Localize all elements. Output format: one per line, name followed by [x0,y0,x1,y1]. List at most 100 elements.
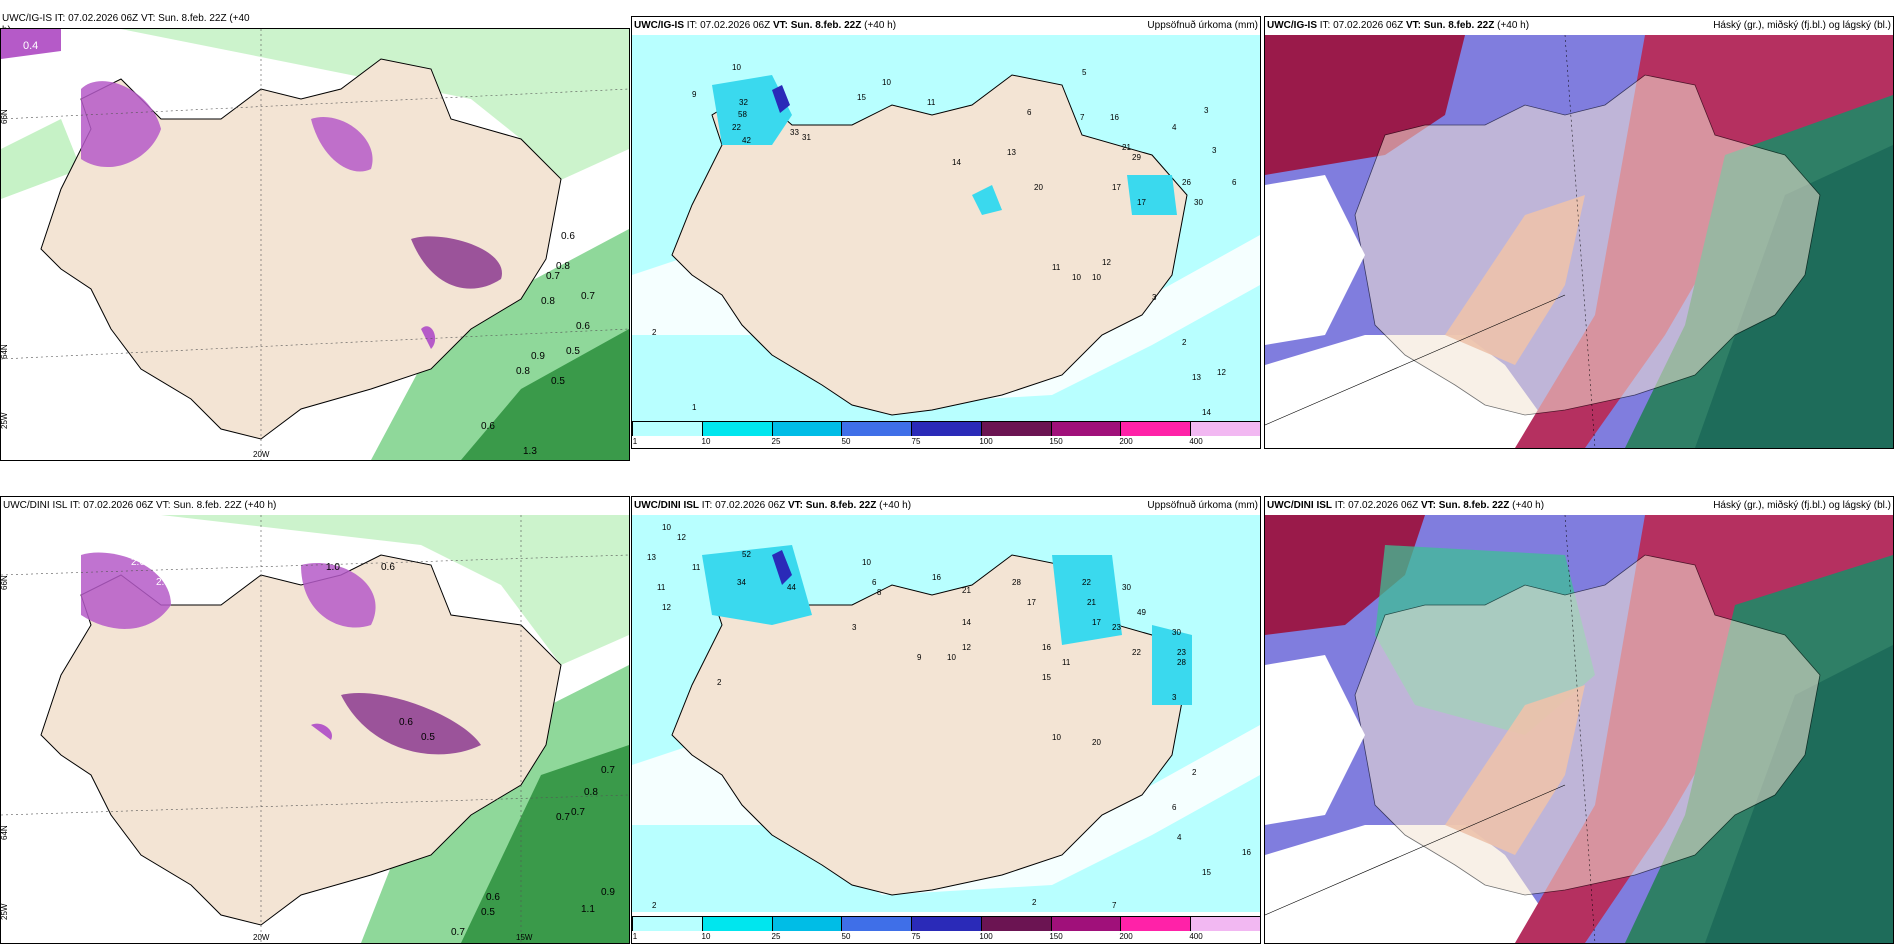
colorbar-tick: 100 [979,932,993,941]
snow-value: 0.7 [451,927,465,938]
colorbar-tick: 200 [1119,437,1133,446]
colorbar-tick: 75 [911,932,921,941]
precip-value: 14 [962,618,971,627]
colorbar-tick: 10 [701,932,711,941]
snow-value: 0.8 [541,296,555,307]
precip-value: 42 [742,136,751,145]
colorbar-segment [911,917,981,931]
precip-value: 10 [1092,273,1101,282]
init-time: 07.02.2026 06Z [700,20,771,31]
colorbar-segment [841,917,912,931]
precip-value: 16 [1110,113,1119,122]
colorbar-segment [1190,422,1261,436]
lead-time: (+40 h) [879,500,912,511]
precip-value: 2 [652,901,657,910]
precip-value: 20 [1092,738,1101,747]
cloud-panel-top: UWC/IG-IS IT: 07.02.2026 06Z VT: Sun. 8.… [1264,16,1894,449]
precip-value: 29 [1132,153,1141,162]
lead-time: (+40 h) [1512,500,1545,511]
snow-value: 0.8 [584,787,598,798]
init-time: 07.02.2026 06Z [1333,20,1404,31]
precip-value: 13 [647,553,656,562]
lon-label: 25W [1,412,9,429]
precip-value: 5 [1082,68,1087,77]
colorbar-segment [980,917,1051,931]
model-name: UWC/IG-IS [634,20,684,31]
precip-value: 17 [1092,618,1101,627]
precip-value: 58 [738,110,747,119]
snow-value: 0.7 [581,291,595,302]
precip-value: 17 [1027,598,1036,607]
precip-map-svg: 32 58 33 31 22 42 9 10 10 6 5 4 3 3 6 15… [632,35,1260,422]
precip-value: 3 [852,623,857,632]
precip-value: 30 [1194,198,1203,207]
precip-value: 49 [1137,608,1146,617]
colorbar-tick: 150 [1049,932,1063,941]
precip-value: 10 [1072,273,1081,282]
precip-map: 10 12 11 13 11 12 34 52 44 10 6 8 16 21 … [632,515,1260,912]
snow-value: 0.7 [601,765,615,776]
lon-label: 25W [1,903,9,920]
precip-value: 6 [1232,178,1237,187]
snow-value: 1.3 [523,446,537,457]
snow-map-svg: 0.4 0.6 0.7 0.8 0.5 0.9 0.6 0.8 0.5 0.6 … [1,29,629,460]
precip-value: 7 [1112,901,1117,910]
precip-value: 3 [1152,293,1157,302]
precip-value: 30 [1122,583,1131,592]
it-label: IT: [1334,500,1346,511]
precip-value: 10 [882,78,891,87]
precip-value: 12 [962,643,971,652]
colorbar-tick: 150 [1049,437,1063,446]
precip-value: 12 [1217,368,1226,377]
precip-value: 2 [717,678,722,687]
snow-value: 0.8 [516,366,530,377]
precip-value: 2 [652,328,657,337]
colorbar-tick: 100 [979,437,993,446]
precip-value: 1 [692,403,697,412]
precip-map: 32 58 33 31 22 42 9 10 10 6 5 4 3 3 6 15… [632,35,1260,422]
precip-value: 44 [787,583,796,592]
panel-header: UWC/DINI ISL IT: 07.02.2026 06Z VT: Sun.… [634,499,1258,513]
colorbar-segment [1050,917,1121,931]
precip-value: 11 [657,583,666,592]
precip-value: 10 [662,523,671,532]
precip-value: 2 [1192,768,1197,777]
precip-panel-top: UWC/IG-IS IT: 07.02.2026 06Z VT: Sun. 8.… [631,16,1261,449]
precip-value: 11 [927,98,936,107]
cloud-map-svg [1265,515,1893,943]
precip-value: 16 [932,573,941,582]
precip-value: 22 [732,123,741,132]
panel-header: UWC/IG-IS IT: 07.02.2026 06Z VT: Sun. 8.… [1267,19,1891,33]
snow-value: 2.6 [131,557,145,568]
snow-value: 0.6 [561,231,575,242]
precip-value: 16 [1242,848,1251,857]
lat-label: 64N [1,825,9,840]
precip-value: 15 [1042,673,1051,682]
precip-value: 2 [1182,338,1187,347]
precip-value: 14 [1202,408,1211,417]
snow-value: 0.6 [481,421,495,432]
precip-value: 9 [917,653,922,662]
colorbar-tick: 75 [911,437,921,446]
precip-value: 6 [1172,803,1177,812]
precip-value: 4 [1172,123,1177,132]
panel-header: UWC/IG-IS IT: 07.02.2026 06Z VT: Sun. 8.… [634,19,1258,33]
precip-value: 30 [1172,628,1181,637]
colorbar-tick: 400 [1189,932,1203,941]
precip-map-svg: 10 12 11 13 11 12 34 52 44 10 6 8 16 21 … [632,515,1260,912]
lon-label: 15W [516,933,533,942]
snow-value: 0.5 [551,376,565,387]
model-name: UWC/IG-IS [1267,20,1317,31]
vt-label: VT: [1405,20,1421,31]
snow-map-svg: 2.6 2.5 1.0 0.6 0.5 0.6 0.7 0.8 0.7 0.7 … [1,515,629,943]
precip-value: 14 [952,158,961,167]
precip-value: 22 [1082,578,1091,587]
panel-right-title: Uppsöfnuð úrkoma (mm) [1147,20,1258,31]
snow-value: 0.5 [481,907,495,918]
precip-value: 16 [1042,643,1051,652]
colorbar-segment [771,917,842,931]
precip-value: 22 [1132,648,1141,657]
precip-value: 15 [1202,868,1211,877]
panel-right-title: Háský (gr.), miðský (fj.bl.) og lágský (… [1713,500,1891,511]
lon-label: 20W [253,933,270,942]
